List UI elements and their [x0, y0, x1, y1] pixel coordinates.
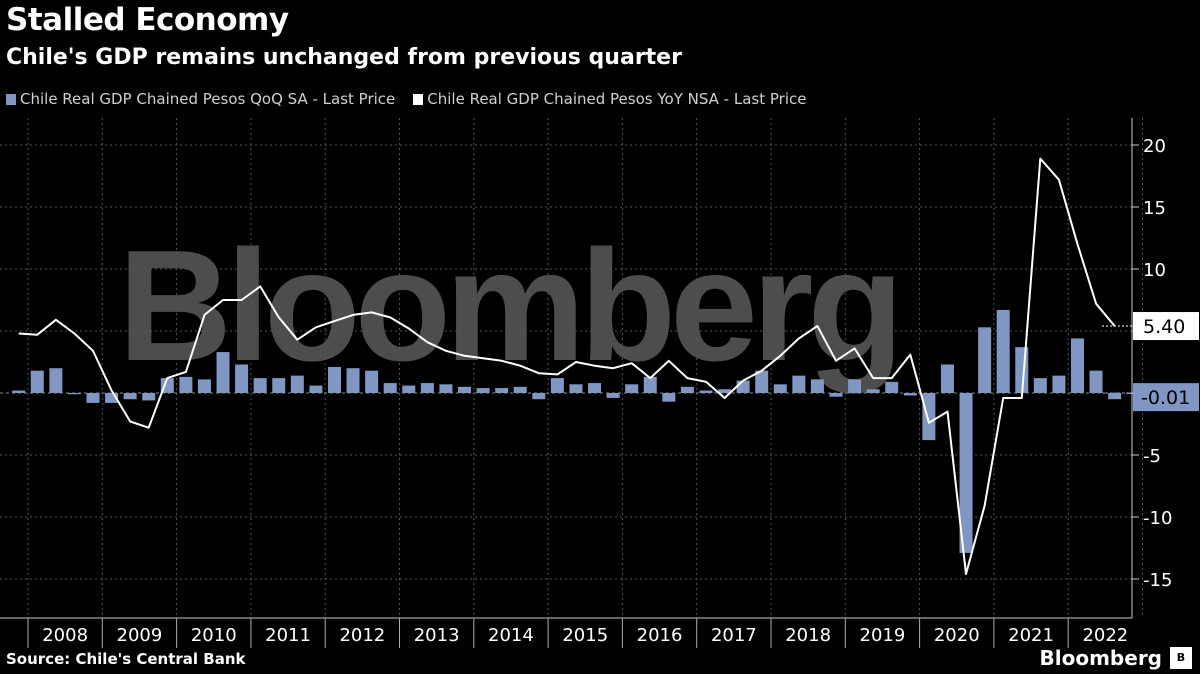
qoq-bar: [736, 380, 750, 393]
chart-subtitle: Chile's GDP remains unchanged from previ…: [6, 45, 682, 70]
qoq-last-label: -0.01: [1141, 387, 1190, 409]
legend-item-qoq: Chile Real GDP Chained Pesos QoQ SA - La…: [6, 90, 395, 108]
qoq-bar: [643, 376, 657, 393]
qoq-bar: [67, 393, 81, 395]
qoq-bar: [476, 388, 490, 393]
qoq-bar: [680, 386, 694, 393]
legend-label-yoy: Chile Real GDP Chained Pesos YoY NSA - L…: [427, 90, 807, 108]
qoq-bar: [179, 376, 193, 393]
qoq-bar: [309, 385, 323, 393]
x-tick-label: 2020: [934, 625, 980, 646]
qoq-bar: [755, 370, 769, 393]
qoq-bar: [699, 390, 713, 393]
qoq-bar: [662, 393, 676, 402]
x-tick-label: 2019: [860, 625, 906, 646]
qoq-bar: [606, 393, 620, 398]
qoq-bar: [959, 393, 973, 553]
qoq-bar: [383, 383, 397, 393]
qoq-bar: [12, 390, 26, 393]
qoq-bar: [773, 384, 787, 393]
qoq-bar: [513, 386, 527, 393]
x-tick-label: 2014: [488, 625, 534, 646]
bloomberg-mark-icon: B: [1170, 647, 1192, 669]
qoq-bar: [327, 366, 341, 393]
qoq-bar: [569, 384, 583, 393]
qoq-bar: [532, 393, 546, 400]
y-tick-label: -10: [1143, 508, 1172, 529]
legend-item-yoy: Chile Real GDP Chained Pesos YoY NSA - L…: [413, 90, 806, 108]
brand-text: Bloomberg: [1039, 646, 1162, 670]
x-tick-label: 2008: [42, 625, 88, 646]
qoq-bar: [550, 378, 564, 393]
x-tick-label: 2018: [785, 625, 831, 646]
qoq-bar: [940, 364, 954, 393]
legend-swatch-qoq: [6, 93, 16, 105]
qoq-bar: [810, 379, 824, 393]
qoq-bar: [718, 389, 732, 393]
qoq-bar: [829, 393, 843, 397]
qoq-bar: [885, 381, 899, 393]
qoq-bar: [365, 370, 379, 393]
qoq-bar: [996, 309, 1010, 393]
qoq-bar: [495, 388, 509, 393]
qoq-bar: [458, 386, 472, 393]
qoq-last-label-box: [1133, 383, 1199, 412]
x-tick-label: 2013: [414, 625, 460, 646]
qoq-bar: [290, 375, 304, 393]
x-tick-label: 2022: [1082, 625, 1128, 646]
qoq-bar: [848, 379, 862, 393]
qoq-bar: [588, 383, 602, 393]
x-tick-label: 2021: [1008, 625, 1054, 646]
qoq-bar: [1070, 338, 1084, 393]
qoq-bar: [253, 378, 267, 393]
y-tick-label: 15: [1143, 198, 1166, 219]
qoq-bar: [866, 389, 880, 393]
qoq-bar: [922, 393, 936, 441]
qoq-bar: [123, 393, 137, 400]
qoq-bar: [439, 384, 453, 393]
yoy-line: [18, 157, 1116, 575]
qoq-bar: [86, 393, 100, 403]
qoq-bar: [792, 375, 806, 393]
qoq-bar: [142, 393, 156, 401]
qoq-bar: [216, 352, 230, 393]
x-tick-label: 2012: [339, 625, 385, 646]
brand-logo: Bloomberg B: [1040, 646, 1192, 670]
qoq-bar: [402, 385, 416, 393]
legend-label-qoq: Chile Real GDP Chained Pesos QoQ SA - La…: [20, 90, 396, 108]
qoq-bar: [272, 378, 286, 393]
qoq-bar: [49, 368, 63, 393]
x-tick-label: 2010: [191, 625, 237, 646]
legend-swatch-yoy: [413, 93, 424, 105]
x-tick-label: 2011: [265, 625, 311, 646]
qoq-bar: [235, 364, 249, 393]
qoq-bar: [1052, 375, 1066, 393]
qoq-bar: [420, 383, 434, 393]
qoq-bar: [625, 384, 639, 393]
qoq-bar: [30, 370, 44, 393]
yoy-last-label-box: [1133, 312, 1199, 341]
y-tick-label: 20: [1143, 136, 1166, 157]
yoy-last-label: 5.40: [1143, 316, 1185, 338]
chart-title: Stalled Economy: [6, 2, 289, 38]
qoq-bar: [1089, 370, 1103, 393]
qoq-bar: [1108, 393, 1122, 400]
y-tick-label: 10: [1143, 260, 1166, 281]
qoq-bar: [1033, 378, 1047, 393]
y-tick-label: -5: [1143, 446, 1161, 467]
qoq-bar: [105, 393, 119, 403]
qoq-bar: [978, 327, 992, 393]
x-tick-label: 2017: [711, 625, 757, 646]
qoq-bar: [903, 393, 917, 396]
qoq-bar: [346, 368, 360, 393]
chart-source: Source: Chile's Central Bank: [6, 650, 246, 668]
qoq-bar: [197, 379, 211, 393]
chart-legend: Chile Real GDP Chained Pesos QoQ SA - La…: [6, 90, 806, 108]
x-tick-label: 2009: [117, 625, 163, 646]
x-tick-label: 2015: [562, 625, 608, 646]
x-tick-label: 2016: [637, 625, 683, 646]
y-tick-label: -15: [1143, 570, 1172, 591]
